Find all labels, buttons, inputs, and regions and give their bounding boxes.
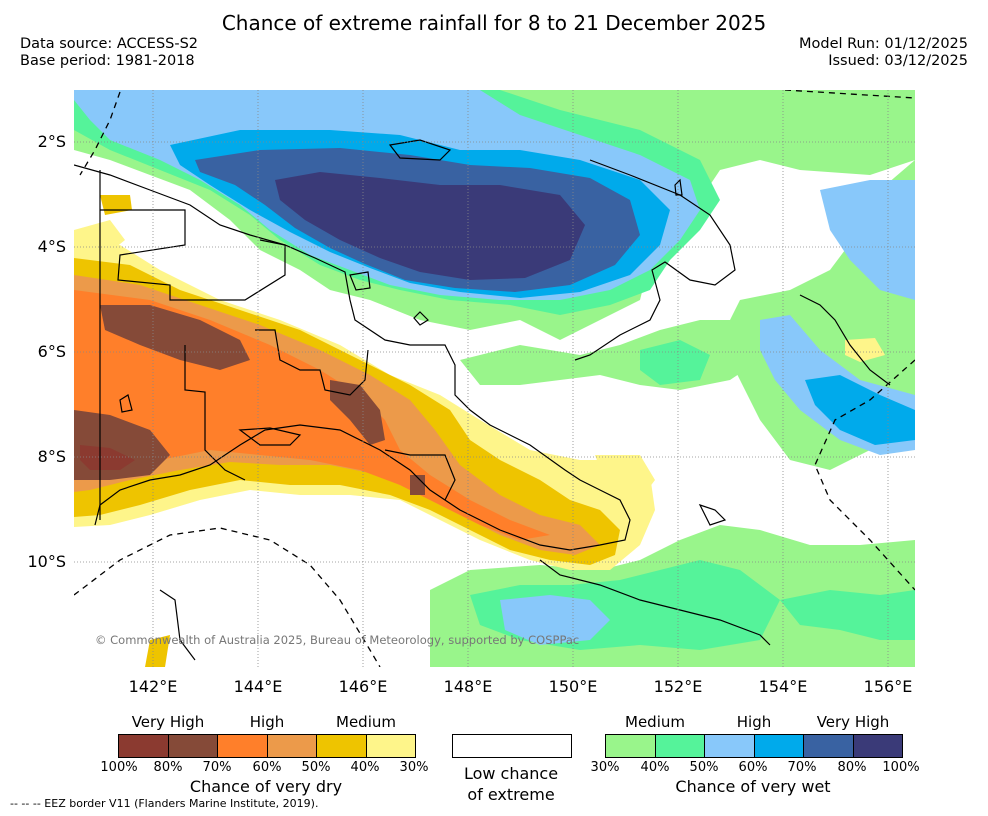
dry-title-very-high: Very High — [131, 713, 205, 731]
dry-tick-80: 80% — [153, 760, 183, 775]
wet-vh-2-north — [275, 172, 585, 280]
wet-tick-50: 50% — [689, 760, 719, 775]
lon-label-156e: 156°E — [863, 677, 913, 696]
wet-southeast — [780, 590, 915, 640]
wet-swatch-2 — [655, 735, 705, 757]
dry-colorbar — [118, 734, 416, 758]
dry-swatch-5 — [317, 735, 367, 757]
wet-east-high — [820, 180, 915, 300]
wet-title-medium: Medium — [625, 713, 685, 731]
dry-tick-60: 60% — [252, 760, 282, 775]
wet-tick-100: 100% — [882, 760, 920, 775]
wet-swatch-4 — [754, 735, 804, 757]
lat-label-2s: 2°S — [37, 132, 66, 151]
low-chance-line1: Low chance — [463, 764, 559, 783]
wet-tick-80: 80% — [837, 760, 867, 775]
dry-swatch-1 — [119, 735, 169, 757]
eez-borders — [74, 90, 915, 667]
dry-small-south — [595, 455, 655, 500]
dry-sw — [145, 635, 170, 667]
eez-footnote: -- -- -- EEZ border V11 (Flanders Marine… — [10, 797, 319, 810]
dry-swatch-6 — [366, 735, 415, 757]
wet-swatch-6 — [853, 735, 902, 757]
model-run: Model Run: 01/12/2025 — [798, 36, 968, 52]
wet-swatch-5 — [804, 735, 854, 757]
dry-vh-2d — [410, 475, 425, 495]
dry-tick-70: 70% — [202, 760, 232, 775]
dry-title-medium: Medium — [336, 713, 396, 731]
wet-south-3 — [500, 595, 610, 645]
gridlines — [74, 90, 915, 667]
wet-tick-60: 60% — [738, 760, 768, 775]
dry-swatch-2 — [168, 735, 218, 757]
wet-east-3 — [805, 375, 915, 445]
dry-vh-1 — [80, 445, 135, 470]
dry-title-high: High — [249, 713, 285, 731]
lat-label-4s: 4°S — [37, 237, 66, 256]
wet-central-2 — [640, 340, 710, 385]
wet-swatch-1 — [606, 735, 656, 757]
map-field — [74, 90, 915, 667]
wet-colorbar — [605, 734, 903, 758]
lat-label-10s: 10°S — [27, 552, 66, 571]
wet-tick-40: 40% — [640, 760, 670, 775]
dry-tick-50: 50% — [301, 760, 331, 775]
low-chance-line2: of extreme — [467, 785, 555, 804]
dry-vh-2c — [330, 380, 385, 445]
wet-swatch-3 — [705, 735, 755, 757]
meta-left: Data source: ACCESS-S2 Base period: 1981… — [20, 36, 198, 70]
lon-label-150e: 150°E — [548, 677, 598, 696]
wet-tick-70: 70% — [787, 760, 817, 775]
dry-swatch-4 — [267, 735, 317, 757]
wet-title-very-high: Very High — [816, 713, 890, 731]
dry-vh-2 — [100, 305, 250, 370]
dry-swatch-3 — [218, 735, 268, 757]
wet-tick-30: 30% — [590, 760, 620, 775]
lon-label-148e: 148°E — [443, 677, 493, 696]
dry-caption: Chance of very dry — [189, 777, 343, 796]
lat-label-6s: 6°S — [37, 342, 66, 361]
wet-title-high: High — [736, 713, 772, 731]
wet-caption: Chance of very wet — [675, 777, 831, 796]
lon-label-154e: 154°E — [758, 677, 808, 696]
lon-label-142e: 142°E — [128, 677, 178, 696]
map-title: Chance of extreme rainfall for 8 to 21 D… — [221, 11, 767, 35]
dry-tick-30: 30% — [399, 760, 429, 775]
dry-tick-100: 100% — [100, 760, 138, 775]
low-chance-swatch — [452, 734, 572, 758]
meta-right: Model Run: 01/12/2025 Issued: 03/12/2025 — [799, 36, 968, 70]
issued-date: Issued: 03/12/2025 — [828, 53, 968, 69]
coastlines — [74, 139, 891, 661]
lon-label-152e: 152°E — [653, 677, 703, 696]
dry-tick-40: 40% — [350, 760, 380, 775]
dry-small-east — [845, 338, 885, 362]
lon-label-144e: 144°E — [233, 677, 283, 696]
lat-label-8s: 8°S — [37, 447, 66, 466]
lon-label-146e: 146°E — [338, 677, 388, 696]
base-period: Base period: 1981-2018 — [20, 53, 195, 69]
data-source: Data source: ACCESS-S2 — [20, 36, 199, 52]
copyright-notice: © Commonwealth of Australia 2025, Bureau… — [95, 633, 580, 647]
